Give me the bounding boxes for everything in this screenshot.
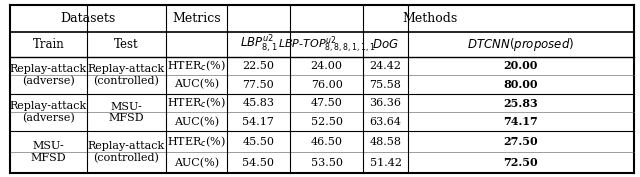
Text: Train: Train xyxy=(33,38,64,51)
Text: Replay-attack
(adverse): Replay-attack (adverse) xyxy=(10,64,87,86)
Text: 75.58: 75.58 xyxy=(370,79,401,90)
Text: 72.50: 72.50 xyxy=(504,157,538,168)
Text: 54.17: 54.17 xyxy=(243,117,275,127)
Text: Datasets: Datasets xyxy=(61,12,116,25)
Text: AUC(%): AUC(%) xyxy=(174,79,219,90)
Text: 24.00: 24.00 xyxy=(311,61,343,71)
Text: 52.50: 52.50 xyxy=(311,117,343,127)
Text: MSU-
MFSD: MSU- MFSD xyxy=(31,141,67,163)
Text: 45.83: 45.83 xyxy=(243,98,275,108)
Text: 48.58: 48.58 xyxy=(369,137,401,147)
Text: 51.42: 51.42 xyxy=(369,158,401,168)
Text: HTER$_c$(%): HTER$_c$(%) xyxy=(167,59,226,73)
Text: $DoG$: $DoG$ xyxy=(372,38,399,51)
Text: 46.50: 46.50 xyxy=(311,137,343,147)
Text: 22.50: 22.50 xyxy=(243,61,275,71)
Text: $LBP\text{-}TOP^{u2}_{8,8,8,1,1,1}$: $LBP\text{-}TOP^{u2}_{8,8,8,1,1,1}$ xyxy=(278,34,376,55)
Text: 63.64: 63.64 xyxy=(369,117,401,127)
Text: AUC(%): AUC(%) xyxy=(174,116,219,127)
Text: Replay-attack
(adverse): Replay-attack (adverse) xyxy=(10,101,87,123)
Text: 77.50: 77.50 xyxy=(243,79,274,90)
Text: 53.50: 53.50 xyxy=(311,158,343,168)
Text: 20.00: 20.00 xyxy=(504,60,538,72)
Text: $LBP^{u2}_{8,1}$: $LBP^{u2}_{8,1}$ xyxy=(239,34,277,55)
Text: HTER$_c$(%): HTER$_c$(%) xyxy=(167,96,226,110)
Text: AUC(%): AUC(%) xyxy=(174,158,219,168)
Text: 47.50: 47.50 xyxy=(311,98,342,108)
Text: 74.17: 74.17 xyxy=(503,116,538,127)
Text: Metrics: Metrics xyxy=(172,12,221,25)
Text: 80.00: 80.00 xyxy=(504,79,538,90)
Text: 24.42: 24.42 xyxy=(369,61,401,71)
Text: MSU-
MFSD: MSU- MFSD xyxy=(109,102,144,123)
Text: 27.50: 27.50 xyxy=(504,136,538,147)
Text: HTER$_c$(%): HTER$_c$(%) xyxy=(167,134,226,149)
Text: Replay-attack
(controlled): Replay-attack (controlled) xyxy=(88,141,165,163)
Text: 45.50: 45.50 xyxy=(243,137,275,147)
Text: Replay-attack
(controlled): Replay-attack (controlled) xyxy=(88,64,165,86)
Text: Test: Test xyxy=(114,38,139,51)
Text: 76.00: 76.00 xyxy=(311,79,342,90)
Text: 25.83: 25.83 xyxy=(503,98,538,109)
Text: Methods: Methods xyxy=(403,12,458,25)
Text: $DTCNN(proposed)$: $DTCNN(proposed)$ xyxy=(467,36,574,53)
Text: 36.36: 36.36 xyxy=(369,98,401,108)
Text: 54.50: 54.50 xyxy=(243,158,275,168)
